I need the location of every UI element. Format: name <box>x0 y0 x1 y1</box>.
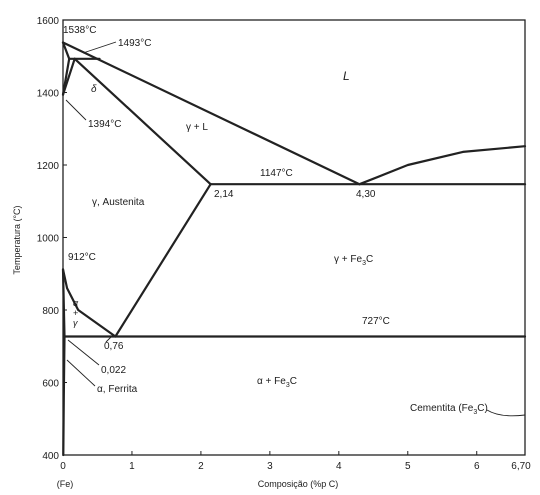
x-tick-label: 6,70 <box>511 461 531 472</box>
y-tick-label: 400 <box>42 451 59 462</box>
leader-1493 <box>82 41 117 54</box>
region-alpha-gamma-gamma: γ <box>73 318 78 328</box>
region-austenite: γ, Austenita <box>92 197 145 208</box>
label-c214: 2,14 <box>214 189 234 200</box>
leader-c076 <box>105 334 114 343</box>
a3-line <box>61 268 117 338</box>
label-c0022: 0,022 <box>101 365 126 376</box>
label-1538: 1538°C <box>63 25 96 36</box>
label-1147: 1147°C <box>260 168 293 179</box>
x-tick-label: 0 <box>60 461 66 472</box>
y-tick-label: 1600 <box>37 16 60 27</box>
acm-line <box>114 183 212 338</box>
x-origin-label: (Fe) <box>57 479 74 489</box>
region-alpha-cementite: α + Fe3C <box>257 376 297 389</box>
region-cementite-sub: 3 <box>473 409 477 416</box>
region-gamma-cementite: γ + Fe3C <box>334 254 373 267</box>
liquidus-right <box>358 145 527 186</box>
region-gamma-liquid: γ + L <box>186 122 208 133</box>
region-alpha-cementite-main: α + Fe <box>257 376 286 387</box>
y-tick-label: 1000 <box>37 234 60 245</box>
liquidus-left <box>61 41 361 186</box>
label-727: 727°C <box>362 316 390 327</box>
region-alpha-gamma-alpha: α <box>73 298 79 308</box>
label-c430: 4,30 <box>356 189 376 200</box>
region-gamma-cementite-end: C <box>366 254 373 265</box>
region-liquid: L <box>343 69 350 83</box>
label-912: 912°C <box>68 252 96 263</box>
region-gamma-cementite-main: γ + Fe <box>334 254 363 265</box>
phase-boundaries <box>61 41 527 457</box>
x-tick-label: 4 <box>336 461 342 472</box>
alpha-gamma <box>61 268 66 338</box>
region-cementite-end: C) <box>477 403 488 414</box>
region-cementite: Cementita (Fe3C) <box>410 403 488 416</box>
region-alpha-cementite-sub: 3 <box>286 382 290 389</box>
label-1493: 1493°C <box>118 38 151 49</box>
region-alpha-cementite-end: C <box>290 376 297 387</box>
x-tick-label: 6 <box>474 461 480 472</box>
solidus-gamma <box>73 57 212 186</box>
region-delta: δ <box>91 84 97 95</box>
leader-arrows <box>65 41 526 417</box>
x-tick-label: 1 <box>129 461 135 472</box>
region-cementite-main: Cementita (Fe <box>410 403 474 414</box>
label-c076: 0,76 <box>104 341 124 352</box>
y-tick-label: 1200 <box>37 161 60 172</box>
y-tick-label: 1400 <box>37 89 60 100</box>
x-tick-label: 3 <box>267 461 273 472</box>
y-axis-title: Temperatura (°C) <box>12 205 22 274</box>
leader-c0022 <box>67 339 100 366</box>
axis-ticks: 0 1 2 3 4 5 6 6,70 400 600 800 1000 1200 1400 1600 <box>37 16 531 472</box>
leader-ferrita <box>66 359 96 387</box>
leader-cementita <box>486 409 526 417</box>
x-axis-title: Composição (%p C) <box>258 479 339 489</box>
alpha-solvus <box>62 335 66 457</box>
y-tick-label: 800 <box>42 306 59 317</box>
label-1394: 1394°C <box>88 119 121 130</box>
leader-1394 <box>65 99 87 121</box>
x-tick-label: 5 <box>405 461 411 472</box>
region-gamma-cementite-sub: 3 <box>362 260 366 267</box>
delta-solidus <box>61 41 71 60</box>
delta-gamma-b <box>61 57 76 96</box>
y-tick-label: 600 <box>42 379 59 390</box>
x-tick-label: 2 <box>198 461 204 472</box>
region-ferrite: α, Ferrita <box>97 384 138 395</box>
region-alpha-gamma-plus: + <box>73 308 78 318</box>
